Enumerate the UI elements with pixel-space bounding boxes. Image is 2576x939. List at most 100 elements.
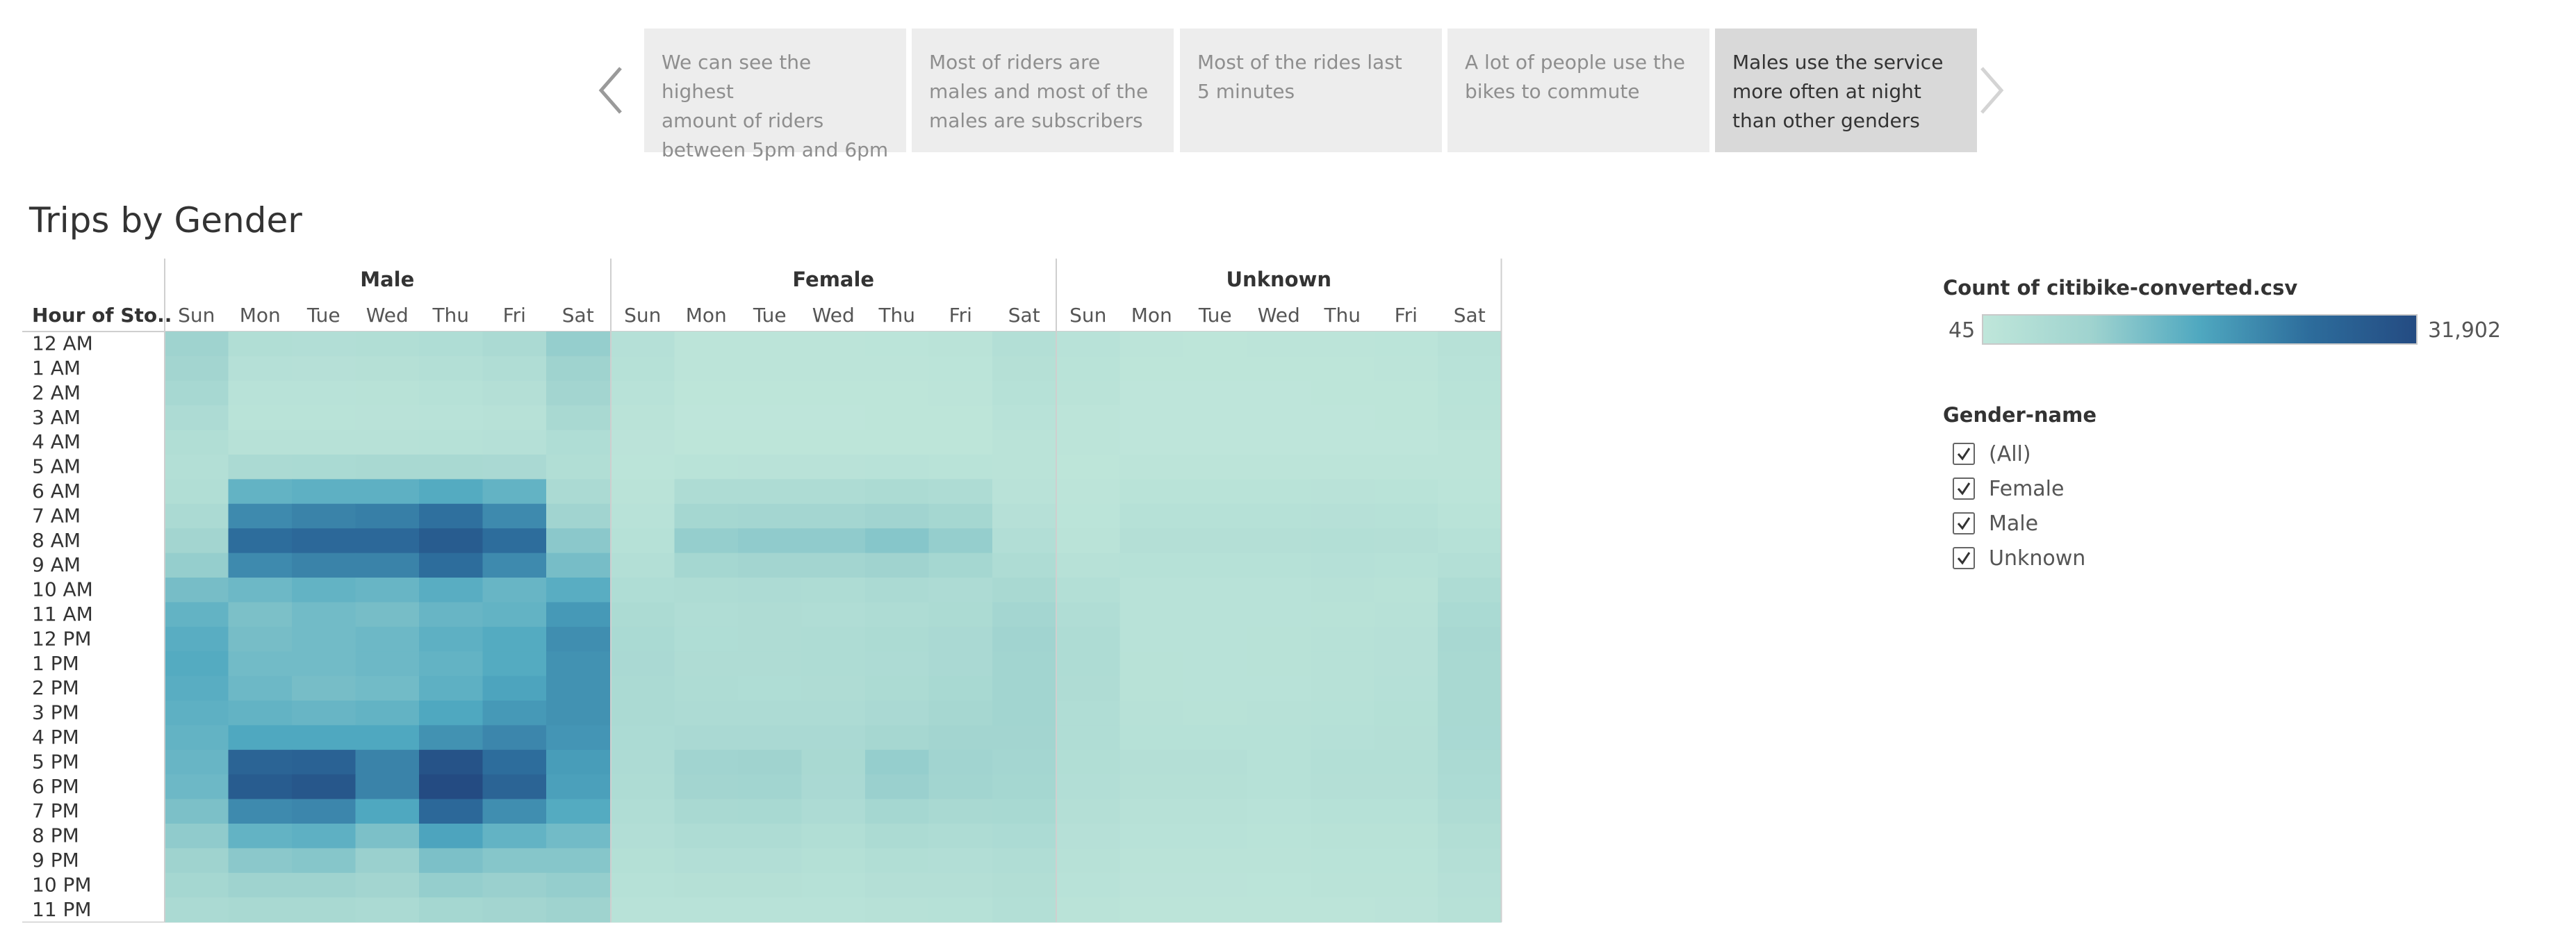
heatmap-cell (1183, 503, 1248, 529)
story-point-2[interactable]: Most of riders are males and most of the m… (912, 28, 1174, 152)
filter-checkbox[interactable] (1953, 443, 1975, 465)
heatmap-cell (292, 651, 356, 677)
heatmap-cell (482, 479, 547, 505)
chevron-right-icon[interactable] (1974, 63, 2008, 118)
filter-checkbox[interactable] (1953, 477, 1975, 500)
day-label: Tue (1198, 304, 1232, 327)
heatmap-cell (801, 503, 866, 529)
heatmap-cell (165, 602, 229, 628)
heatmap-cell (419, 503, 484, 529)
heatmap-cell (1183, 676, 1248, 701)
heatmap-cell (738, 503, 803, 529)
story-point-3[interactable]: Most of the rides last 5 minutes (1180, 28, 1442, 152)
heatmap-cell (228, 553, 293, 578)
story-point-caption-line: amount of riders (662, 109, 824, 132)
heatmap-cell (546, 503, 611, 529)
heatmap-cell (1056, 848, 1121, 874)
heatmap-cell (928, 503, 993, 529)
filter-checkbox[interactable] (1953, 512, 1975, 534)
heatmap-cell (928, 872, 993, 898)
filter-item-male[interactable]: Male (1943, 506, 2360, 541)
heatmap-cell (738, 602, 803, 628)
filter-item-female[interactable]: Female (1943, 471, 2360, 506)
heatmap-cell (992, 749, 1057, 775)
heatmap-cell (1183, 701, 1248, 726)
heatmap-cell (482, 455, 547, 480)
heatmap-cell (865, 651, 930, 677)
day-label: Sat (1454, 304, 1486, 327)
heatmap-cell (738, 455, 803, 480)
day-label: Thu (878, 304, 915, 327)
heatmap-cell (1247, 676, 1311, 701)
heatmap-cell (292, 332, 356, 357)
heatmap-cell (1311, 528, 1375, 554)
heatmap-cell (992, 651, 1057, 677)
heatmap-cell (165, 676, 229, 701)
heatmap-cell (1056, 626, 1121, 652)
heatmap-cell (1311, 430, 1375, 455)
heatmap-cell (1183, 774, 1248, 800)
heatmap-cell (1311, 749, 1375, 775)
heatmap-cell (355, 528, 420, 554)
story-point-caption-line: A lot of people use the (1465, 51, 1685, 74)
heatmap-cell (482, 528, 547, 554)
heatmap-cell (482, 774, 547, 800)
story-point-caption-line: Most of the rides last (1197, 51, 1402, 74)
heatmap-cell (738, 332, 803, 357)
heatmap-cell (1183, 897, 1248, 923)
hour-label: 12 PM (32, 627, 92, 650)
heatmap-cell (228, 897, 293, 923)
heatmap-cell (419, 799, 484, 824)
heatmap-cell (1056, 725, 1121, 751)
heatmap-cell (165, 380, 229, 406)
heatmap-cell (419, 578, 484, 603)
day-label: Wed (812, 304, 855, 327)
heatmap-cell (928, 725, 993, 751)
heatmap-cell (674, 897, 739, 923)
heatmap-cell (419, 749, 484, 775)
day-label: Wed (1258, 304, 1300, 327)
heatmap-cell (1438, 578, 1502, 603)
heatmap-cell (674, 701, 739, 726)
heatmap-cell (992, 356, 1057, 382)
heatmap-cell (546, 380, 611, 406)
heatmap-cell (611, 405, 675, 431)
checkmark-icon (1957, 552, 1971, 565)
heatmap-cell (165, 553, 229, 578)
heatmap-cell (1311, 578, 1375, 603)
heatmap-cell (419, 701, 484, 726)
chevron-left-icon[interactable] (594, 63, 629, 118)
heatmap-cell (1438, 503, 1502, 529)
heatmap-cell (1056, 405, 1121, 431)
heatmap-cell (1311, 848, 1375, 874)
heatmap-chart: Hour of Sto.. Male Sun Mon Tue Wed Thu Fri Sat Fe… (22, 259, 1502, 923)
heatmap-cell (419, 848, 484, 874)
heatmap-cell (611, 848, 675, 874)
filter-item-unknown[interactable]: Unknown (1943, 541, 2360, 575)
story-point-4[interactable]: A lot of people use the bikes to commute (1447, 28, 1709, 152)
color-legend: Count of citibike-converted.csv 45 31,90… (1943, 276, 2501, 359)
heatmap-cell (674, 479, 739, 505)
story-point-1[interactable]: We can see the highest amount of riders be… (644, 28, 906, 161)
heatmap-cell (292, 774, 356, 800)
heatmap-cell (928, 626, 993, 652)
heatmap-cell (1183, 848, 1248, 874)
heatmap-cell (1438, 676, 1502, 701)
heatmap-cell (419, 356, 484, 382)
heatmap-cell (611, 725, 675, 751)
hour-label: 5 AM (32, 455, 81, 478)
heatmap-cell (482, 701, 547, 726)
story-point-caption-line: more often at night (1732, 80, 1921, 103)
story-point-5[interactable]: Males use the service more often at night… (1715, 28, 1977, 152)
heatmap-cell (1056, 455, 1121, 480)
heatmap-cell (1183, 479, 1248, 505)
filter-item-all[interactable]: (All) (1943, 436, 2360, 471)
filter-checkbox[interactable] (1953, 547, 1975, 569)
heatmap-cell (1311, 503, 1375, 529)
heatmap-cell (546, 824, 611, 849)
heatmap-cell (611, 455, 675, 480)
heatmap-cell (292, 405, 356, 431)
heatmap-cell (1056, 872, 1121, 898)
heatmap-cell (801, 701, 866, 726)
heatmap-cell (1374, 626, 1438, 652)
